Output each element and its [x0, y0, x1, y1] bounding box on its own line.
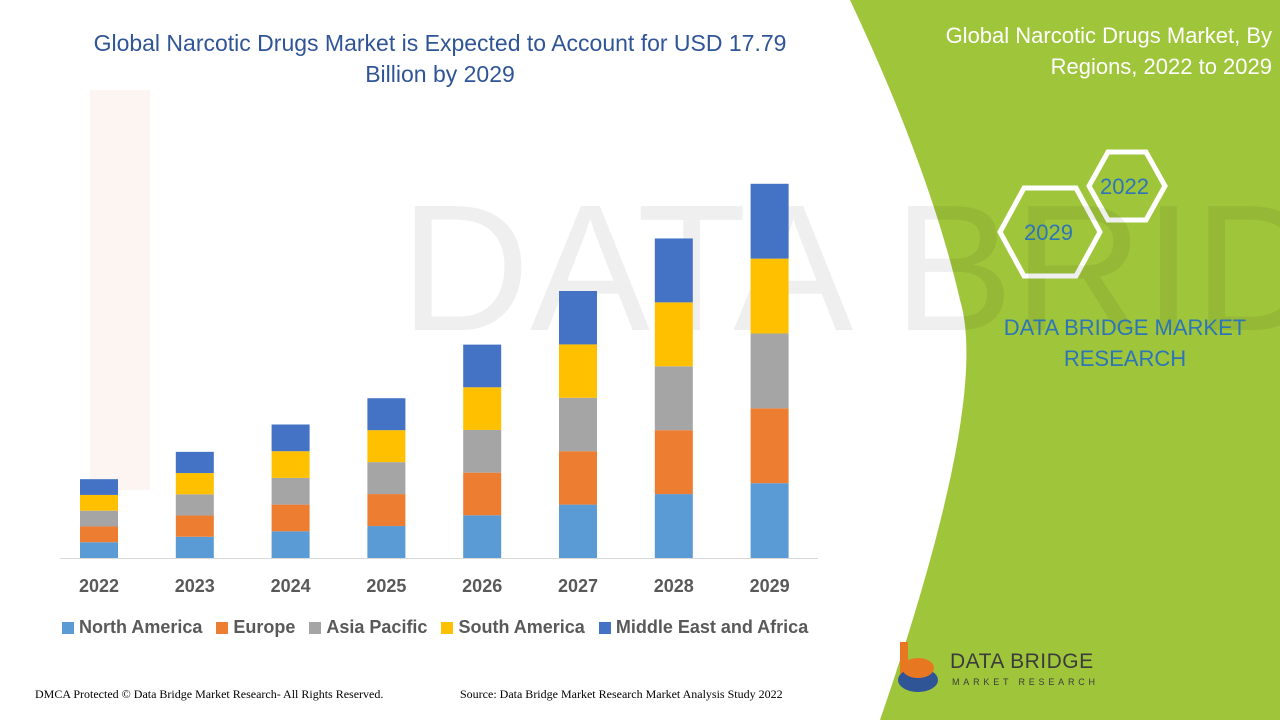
bar-segment-2022-0 — [80, 542, 118, 558]
x-tick-label: 2022 — [79, 576, 119, 596]
chart-title: Global Narcotic Drugs Market is Expected… — [93, 30, 787, 87]
bar-segment-2023-2 — [175, 494, 214, 516]
bar-segment-2022-2 — [80, 510, 118, 527]
bar-segment-2024-4 — [271, 424, 310, 452]
legend-label: Europe — [233, 617, 296, 637]
bar-segment-2024-3 — [271, 451, 310, 478]
bar-segment-2029-4 — [750, 183, 789, 259]
green-side-panel — [850, 0, 1280, 720]
bar-segment-2025-2 — [367, 462, 406, 495]
bar-segment-2026-4 — [463, 344, 502, 388]
logo-subtitle: MARKET RESEARCH — [952, 677, 1099, 687]
footer-source: Source: Data Bridge Market Research Mark… — [460, 687, 783, 701]
legend-label: South America — [458, 617, 585, 637]
bar-segment-2027-4 — [559, 291, 597, 345]
bar-segment-2026-3 — [463, 387, 502, 430]
hexagon-2022 — [1086, 149, 1168, 223]
bar-segment-2025-0 — [367, 526, 406, 558]
hexagon-2029 — [997, 185, 1103, 279]
brand-text: DATA BRIDGE MARKET RESEARCH — [1003, 315, 1247, 371]
bar-segment-2028-2 — [654, 366, 693, 431]
x-tick-label: 2028 — [654, 576, 694, 596]
legend-item: South America — [441, 617, 585, 638]
x-tick-label: 2025 — [366, 576, 406, 596]
bar-segment-2022-3 — [80, 494, 118, 511]
bar-segment-2026-2 — [463, 429, 502, 473]
bar-segment-2028-0 — [654, 494, 693, 558]
x-tick-label: 2024 — [271, 576, 311, 596]
bar-segment-2028-3 — [654, 302, 693, 367]
bar-segment-2028-4 — [654, 238, 693, 303]
bar-segment-2024-0 — [271, 531, 310, 558]
legend: North America Europe Asia Pacific South Ame… — [62, 617, 808, 638]
legend-swatch — [62, 621, 74, 634]
bar-segment-2026-0 — [463, 515, 502, 558]
bar-segment-2029-1 — [750, 408, 789, 484]
side-panel-title: Global Narcotic Drugs Market, By Regions… — [945, 23, 1272, 79]
legend-label: North America — [79, 617, 203, 637]
bar-segment-2026-1 — [463, 472, 502, 516]
bar-segment-2029-2 — [750, 333, 789, 409]
legend-swatch — [309, 621, 322, 634]
legend-label: Middle East and Africa — [615, 617, 809, 637]
logo-name: DATA BRIDGE — [950, 650, 1094, 673]
bar-segment-2025-1 — [367, 494, 406, 527]
legend-item: Asia Pacific — [309, 617, 427, 638]
bar-segment-2027-3 — [559, 344, 597, 398]
footer-copyright: DMCA Protected © Data Bridge Market Rese… — [35, 687, 384, 701]
x-tick-label: 2023 — [175, 576, 215, 596]
hex-label-2022: 2022 — [1100, 174, 1149, 199]
logo-mark — [898, 642, 938, 692]
legend-swatch — [598, 621, 611, 634]
x-tick-label: 2027 — [558, 576, 598, 596]
x-tick-label: 2029 — [750, 576, 790, 596]
legend-swatch — [216, 621, 229, 634]
legend-item: Middle East and Africa — [598, 617, 809, 638]
bar-segment-2027-2 — [559, 397, 597, 452]
bar-segment-2024-2 — [271, 477, 310, 505]
bar-segment-2028-1 — [654, 430, 693, 495]
hex-label-2029: 2029 — [1024, 220, 1073, 245]
bar-segment-2023-0 — [175, 536, 214, 558]
bar-segment-2027-0 — [559, 504, 597, 558]
bar-segment-2023-1 — [175, 515, 214, 537]
bar-segment-2027-1 — [559, 451, 597, 505]
bar-segment-2025-3 — [367, 430, 406, 463]
bar-segment-2022-1 — [80, 526, 118, 543]
watermark: DATA BRIDGE — [90, 90, 1280, 490]
legend-item: Europe — [216, 617, 295, 638]
bar-segment-2029-3 — [750, 258, 789, 334]
bar-segment-2024-1 — [271, 504, 310, 532]
legend-item: North America — [62, 617, 202, 638]
svg-text:DATA BRIDGE: DATA BRIDGE — [400, 168, 1280, 369]
legend-label: Asia Pacific — [326, 617, 428, 637]
legend-swatch — [441, 621, 454, 634]
bar-segment-2025-4 — [367, 398, 406, 431]
bar-segment-2022-4 — [80, 479, 118, 495]
x-tick-label: 2026 — [462, 576, 502, 596]
bar-segment-2023-3 — [175, 473, 214, 495]
bar-segment-2029-0 — [750, 483, 789, 558]
bar-segment-2023-4 — [175, 451, 214, 474]
